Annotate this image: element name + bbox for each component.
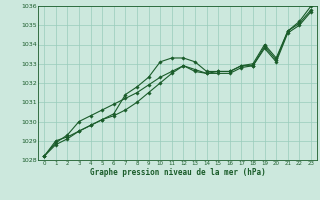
X-axis label: Graphe pression niveau de la mer (hPa): Graphe pression niveau de la mer (hPa) <box>90 168 266 177</box>
